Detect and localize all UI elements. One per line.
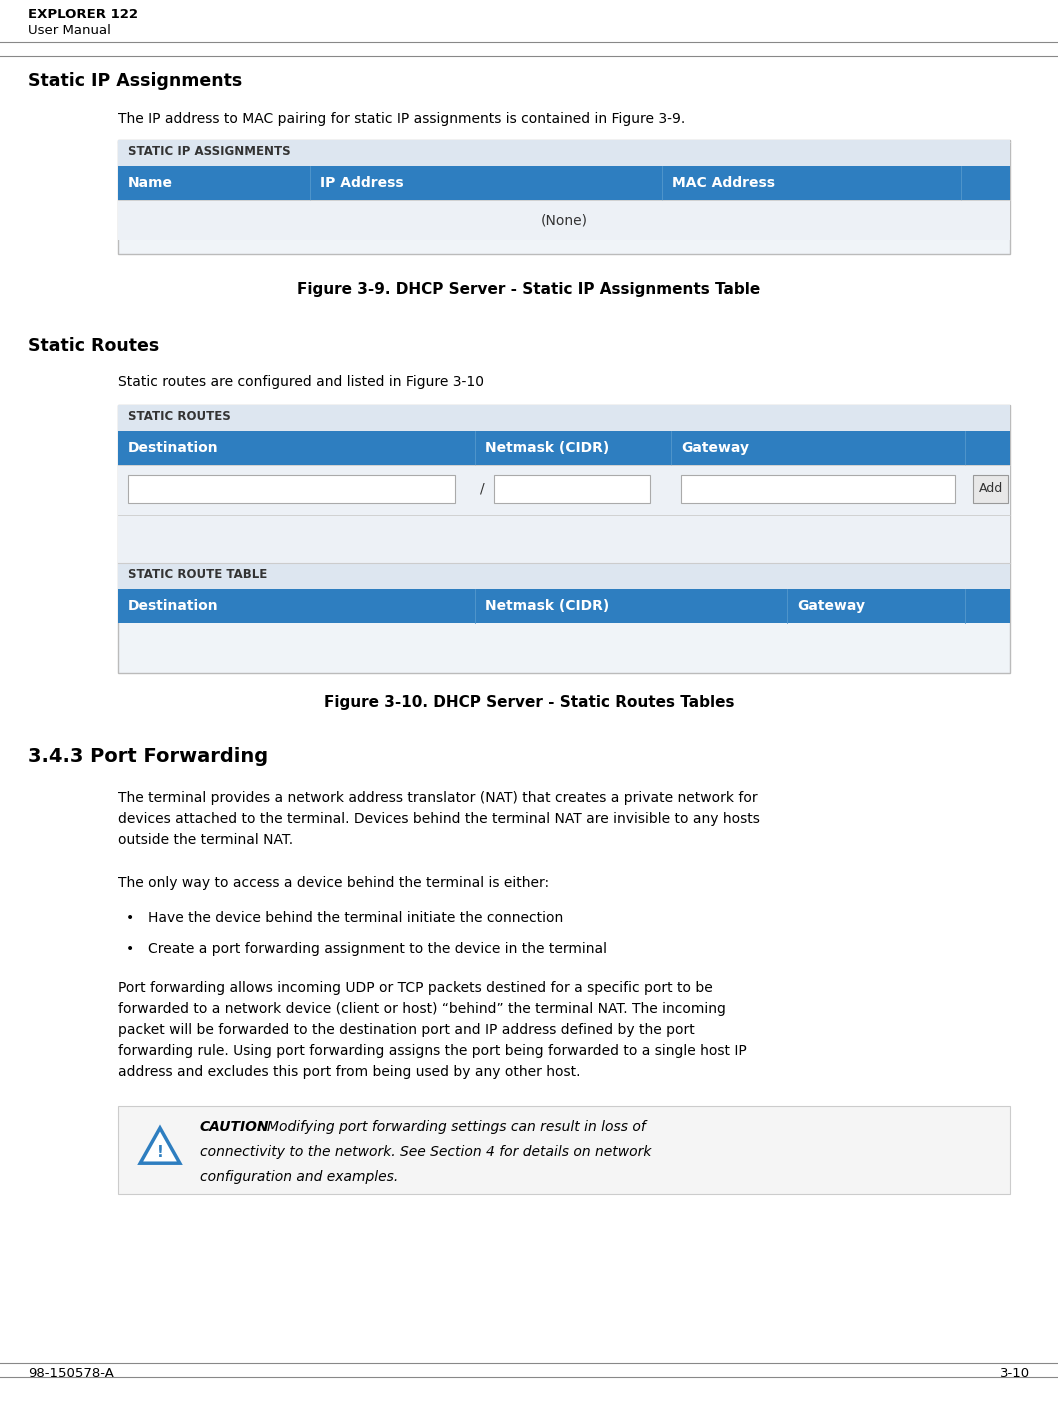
Text: devices attached to the terminal. Devices behind the terminal NAT are invisible : devices attached to the terminal. Device… xyxy=(118,812,760,826)
Text: packet will be forwarded to the destination port and IP address defined by the p: packet will be forwarded to the destinat… xyxy=(118,1023,695,1037)
Text: Gateway: Gateway xyxy=(797,599,865,613)
Text: IP Address: IP Address xyxy=(320,176,403,190)
Bar xyxy=(118,590,1010,623)
Text: configuration and examples.: configuration and examples. xyxy=(200,1171,398,1185)
Text: forwarded to a network device (client or host) “behind” the terminal NAT. The in: forwarded to a network device (client or… xyxy=(118,1002,726,1016)
Text: •: • xyxy=(126,943,134,955)
Bar xyxy=(118,563,1010,590)
Text: : Modifying port forwarding settings can result in loss of: : Modifying port forwarding settings can… xyxy=(258,1120,645,1134)
Text: Name: Name xyxy=(128,176,174,190)
Text: The terminal provides a network address translator (NAT) that creates a private : The terminal provides a network address … xyxy=(118,791,758,805)
Polygon shape xyxy=(141,1128,180,1164)
Text: MAC Address: MAC Address xyxy=(672,176,776,190)
Text: 98-150578-A: 98-150578-A xyxy=(28,1368,114,1380)
Bar xyxy=(118,515,1010,563)
Text: •: • xyxy=(126,910,134,924)
Text: connectivity to the network. See Section 4 for details on network: connectivity to the network. See Section… xyxy=(200,1145,652,1159)
Text: Static routes are configured and listed in Figure 3-10: Static routes are configured and listed … xyxy=(118,376,484,388)
Text: Netmask (CIDR): Netmask (CIDR) xyxy=(485,440,609,454)
Text: 3-10: 3-10 xyxy=(1000,1368,1030,1380)
Text: Create a port forwarding assignment to the device in the terminal: Create a port forwarding assignment to t… xyxy=(148,943,607,955)
Text: Static IP Assignments: Static IP Assignments xyxy=(28,72,242,90)
Text: !: ! xyxy=(157,1145,163,1159)
Text: STATIC ROUTE TABLE: STATIC ROUTE TABLE xyxy=(128,568,268,581)
Text: EXPLORER 122: EXPLORER 122 xyxy=(28,8,138,21)
Text: User Manual: User Manual xyxy=(28,24,111,37)
Text: Port forwarding allows incoming UDP or TCP packets destined for a specific port : Port forwarding allows incoming UDP or T… xyxy=(118,981,713,995)
Text: address and excludes this port from being used by any other host.: address and excludes this port from bein… xyxy=(118,1065,581,1079)
Text: Static Routes: Static Routes xyxy=(28,338,160,355)
Bar xyxy=(681,476,955,502)
Text: Have the device behind the terminal initiate the connection: Have the device behind the terminal init… xyxy=(148,910,563,924)
Bar xyxy=(118,166,1010,200)
Bar xyxy=(128,476,455,502)
Text: The IP address to MAC pairing for static IP assignments is contained in Figure 3: The IP address to MAC pairing for static… xyxy=(118,113,686,127)
Text: Figure 3-10. DHCP Server - Static Routes Tables: Figure 3-10. DHCP Server - Static Routes… xyxy=(324,695,734,711)
Text: Destination: Destination xyxy=(128,440,219,454)
Bar xyxy=(494,476,650,502)
Bar xyxy=(118,141,1010,166)
Text: Add: Add xyxy=(979,483,1003,495)
Text: Gateway: Gateway xyxy=(681,440,749,454)
Text: Netmask (CIDR): Netmask (CIDR) xyxy=(485,599,609,613)
Text: STATIC IP ASSIGNMENTS: STATIC IP ASSIGNMENTS xyxy=(128,145,291,158)
Text: /: / xyxy=(479,483,485,497)
Text: Figure 3-9. DHCP Server - Static IP Assignments Table: Figure 3-9. DHCP Server - Static IP Assi… xyxy=(297,281,761,297)
Bar xyxy=(118,464,1010,515)
Text: 3.4.3 Port Forwarding: 3.4.3 Port Forwarding xyxy=(28,747,268,765)
Text: The only way to access a device behind the terminal is either:: The only way to access a device behind t… xyxy=(118,877,549,891)
Bar xyxy=(118,1106,1010,1195)
Bar xyxy=(118,405,1010,431)
Text: forwarding rule. Using port forwarding assigns the port being forwarded to a sin: forwarding rule. Using port forwarding a… xyxy=(118,1044,747,1058)
Bar xyxy=(118,141,1010,255)
Text: Destination: Destination xyxy=(128,599,219,613)
Text: (None): (None) xyxy=(541,212,587,227)
Bar xyxy=(118,431,1010,464)
Bar xyxy=(118,405,1010,673)
Text: STATIC ROUTES: STATIC ROUTES xyxy=(128,409,231,424)
Text: outside the terminal NAT.: outside the terminal NAT. xyxy=(118,833,293,847)
Bar xyxy=(973,476,1008,502)
Text: CAUTION: CAUTION xyxy=(200,1120,270,1134)
Bar xyxy=(118,200,1010,241)
